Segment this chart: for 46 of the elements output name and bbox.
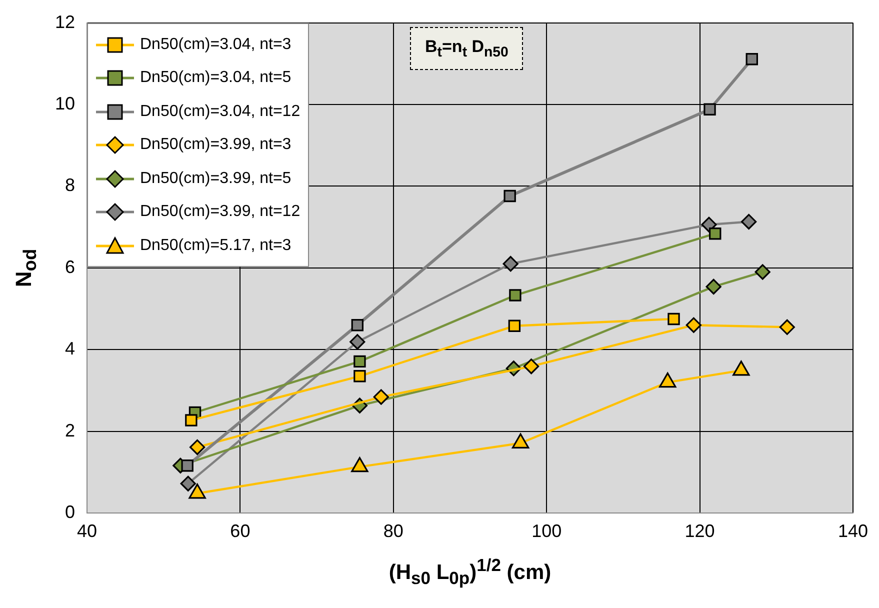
- point: [509, 289, 522, 302]
- point: [779, 319, 795, 335]
- legend-label: Dn50(cm)=3.99, nt=12: [140, 203, 300, 222]
- point: [190, 439, 206, 456]
- point: [502, 256, 518, 272]
- annotation: B$_{t}$=n$_{t}$ D$_{n50}$: [410, 26, 524, 70]
- y-tick-label: 6: [64, 256, 75, 277]
- point: [508, 320, 521, 332]
- y-tick-label: 2: [64, 420, 75, 440]
- legend-label: Dn50(cm)=3.04, nt=12: [140, 102, 300, 121]
- point: [350, 334, 366, 350]
- legend-label: Dn50(cm)=5.17, nt=3: [140, 236, 292, 255]
- point: [354, 370, 366, 382]
- point: [706, 278, 722, 294]
- point: [373, 389, 389, 405]
- x-tick-label: 60: [230, 520, 250, 541]
- legend-label: Dn50(cm)=3.04, nt=5: [140, 69, 292, 88]
- x-tick-label: 100: [532, 520, 562, 541]
- point: [181, 460, 194, 472]
- point: [351, 318, 364, 332]
- point: [701, 216, 717, 232]
- point: [354, 355, 366, 368]
- point: [704, 103, 716, 116]
- point: [754, 264, 770, 280]
- point: [180, 476, 196, 492]
- point: [746, 53, 758, 66]
- point: [185, 414, 198, 426]
- x-tick-label: 120: [684, 520, 715, 541]
- y-tick-label: 8: [64, 175, 75, 196]
- x-axis-title: (H$_{s0}$ L$_{0p}$)$^{1/2}$ (cm): [388, 555, 552, 590]
- y-tick-label: 0: [64, 502, 75, 522]
- legend-label: Dn50(cm)=3.99, nt=5: [140, 170, 292, 188]
- point: [668, 312, 680, 326]
- x-tick-label: 40: [76, 520, 98, 541]
- point: [709, 227, 722, 240]
- point: [741, 214, 757, 230]
- x-tick-label: 80: [383, 520, 404, 541]
- point: [523, 358, 540, 374]
- legend-label: Dn50(cm)=3.99, nt=3: [140, 136, 292, 154]
- legend-label: Dn50(cm)=3.04, nt=3: [140, 36, 292, 54]
- point: [686, 317, 702, 333]
- y-tick-label: 10: [54, 93, 75, 114]
- y-tick-label: 12: [54, 12, 75, 32]
- point: [504, 190, 516, 202]
- y-tick-label: 4: [64, 338, 75, 359]
- x-tick-label: 140: [838, 520, 868, 541]
